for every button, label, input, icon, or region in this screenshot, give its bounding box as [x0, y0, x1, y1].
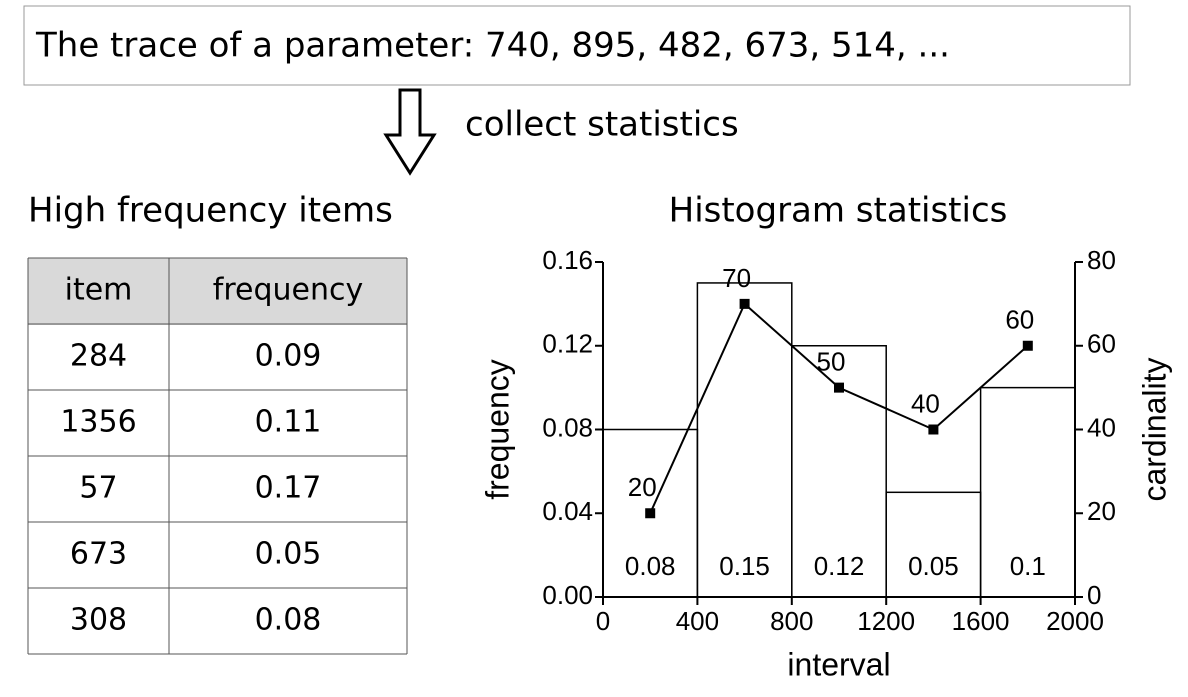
table-title: High frequency items [28, 191, 393, 231]
y2-tick-label: 60 [1087, 329, 1116, 359]
bar-label: 0.15 [719, 551, 770, 581]
arrow [383, 88, 437, 176]
series-marker [645, 508, 656, 519]
y2-tick-label: 0 [1087, 580, 1101, 610]
table-cell: 0.11 [255, 405, 322, 440]
x-tick-label: 1200 [857, 606, 915, 636]
bar-label: 0.12 [814, 551, 865, 581]
y2-tick-label: 40 [1087, 412, 1116, 442]
point-label: 70 [722, 263, 751, 293]
table-header: item [65, 273, 133, 308]
series-line [649, 302, 1029, 514]
x-tick-label: 0 [596, 606, 610, 636]
trace-box [23, 5, 1131, 86]
y-tick-label: 0.12 [542, 329, 593, 359]
x-tick-label: 2000 [1046, 606, 1104, 636]
bar-label: 0.08 [625, 551, 676, 581]
point-label: 20 [628, 472, 657, 502]
x-tick-label: 400 [676, 606, 719, 636]
point-label: 40 [911, 388, 940, 418]
series-marker [739, 298, 750, 309]
table-cell: 0.08 [255, 603, 322, 638]
y-tick-label: 0.08 [542, 412, 593, 442]
trace-text: The trace of a parameter: 740, 895, 482,… [35, 26, 950, 66]
y-axis-label: frequency [479, 359, 515, 500]
table-cell: 284 [70, 339, 127, 374]
x-tick-label: 1600 [952, 606, 1010, 636]
arrow-label: collect statistics [465, 105, 739, 145]
chart-title: Histogram statistics [669, 191, 1008, 231]
y-tick-label: 0.00 [542, 580, 593, 610]
table-cell: 0.17 [255, 471, 322, 506]
point-label: 60 [1005, 305, 1034, 335]
table-cell: 1356 [60, 405, 136, 440]
series-marker [928, 424, 939, 435]
series-marker [1022, 340, 1033, 351]
table-header-bg [28, 258, 407, 325]
y2-axis-label: cardinality [1136, 357, 1172, 501]
y2-tick-label: 80 [1087, 245, 1116, 275]
table-cell: 0.05 [255, 537, 322, 572]
x-tick-label: 800 [770, 606, 813, 636]
x-axis-label: interval [787, 646, 890, 682]
point-label: 50 [817, 347, 846, 377]
bar-label: 0.1 [1010, 551, 1046, 581]
table-cell: 308 [70, 603, 127, 638]
series-marker [834, 382, 844, 393]
y2-tick-label: 20 [1087, 496, 1116, 526]
y-tick-label: 0.16 [542, 245, 593, 275]
bar-label: 0.05 [908, 551, 959, 581]
table-cell: 0.09 [255, 339, 322, 374]
table-header: frequency [213, 273, 363, 308]
table-cell: 57 [79, 471, 117, 506]
table-cell: 673 [70, 537, 127, 572]
histogram-bar [885, 491, 982, 598]
y-tick-label: 0.04 [542, 496, 593, 526]
